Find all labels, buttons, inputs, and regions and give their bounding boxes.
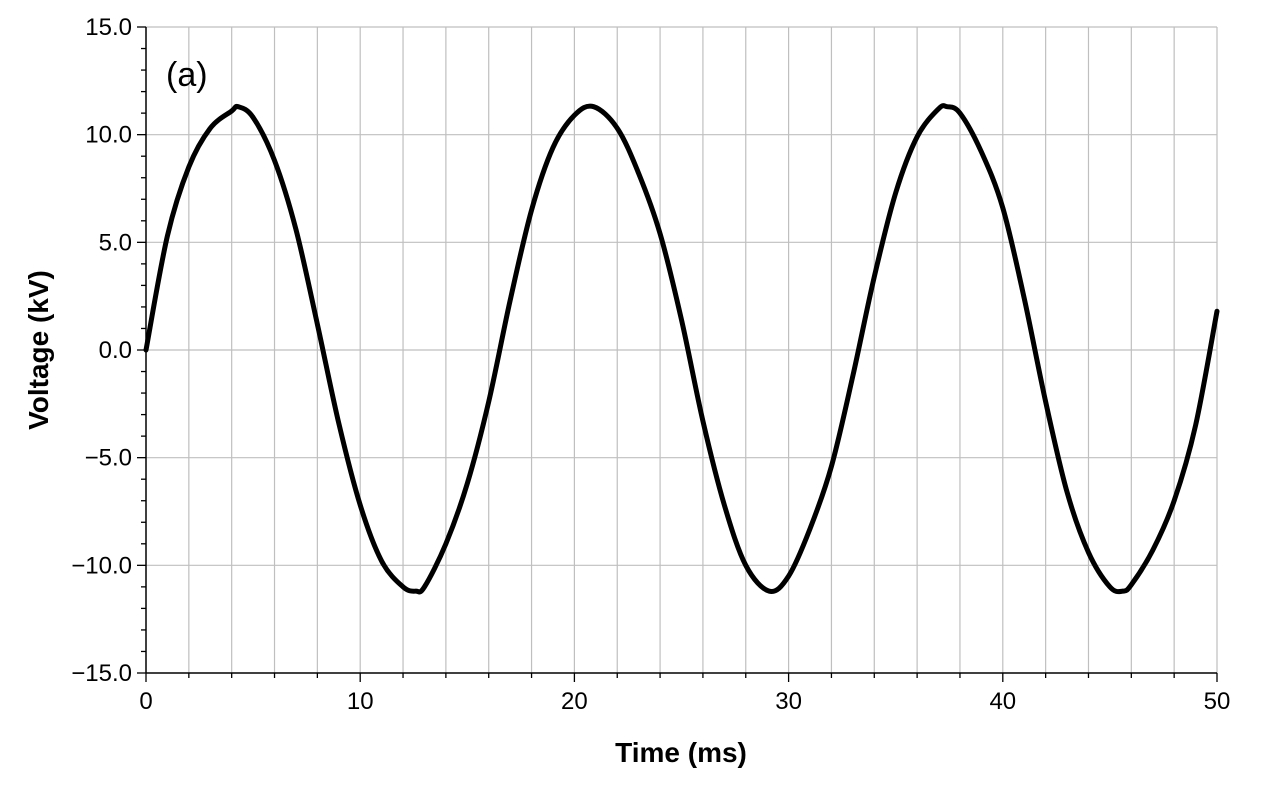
x-tick-label: 20 bbox=[561, 688, 588, 715]
y-tick-label: 10.0 bbox=[85, 122, 132, 149]
series-layer bbox=[143, 103, 1220, 595]
grid-lines bbox=[146, 26, 1218, 673]
y-tick-label: 15.0 bbox=[85, 14, 132, 41]
x-tick-label: 10 bbox=[347, 688, 374, 715]
y-axis-title: Voltage (kV) bbox=[23, 270, 54, 430]
tick-labels: 15.0 10.0 5.0 0.0 −5.0 −10.0 −15.0 0 10 20 30 40 50 bbox=[71, 14, 1230, 715]
x-tick-label: 0 bbox=[139, 688, 152, 715]
x-tick-label: 40 bbox=[989, 688, 1016, 715]
panel-label: (a) bbox=[166, 56, 208, 94]
axis-ticks bbox=[137, 26, 1218, 682]
y-tick-label: −5.0 bbox=[85, 445, 132, 472]
y-tick-label: −10.0 bbox=[71, 552, 132, 579]
x-tick-label: 50 bbox=[1204, 688, 1231, 715]
y-tick-label: 0.0 bbox=[99, 337, 132, 364]
voltage-series-line bbox=[143, 103, 1220, 595]
y-tick-label: 5.0 bbox=[99, 229, 132, 256]
x-tick-label: 30 bbox=[775, 688, 802, 715]
x-axis-title: Time (ms) bbox=[615, 737, 747, 768]
y-tick-label: −15.0 bbox=[71, 660, 132, 687]
